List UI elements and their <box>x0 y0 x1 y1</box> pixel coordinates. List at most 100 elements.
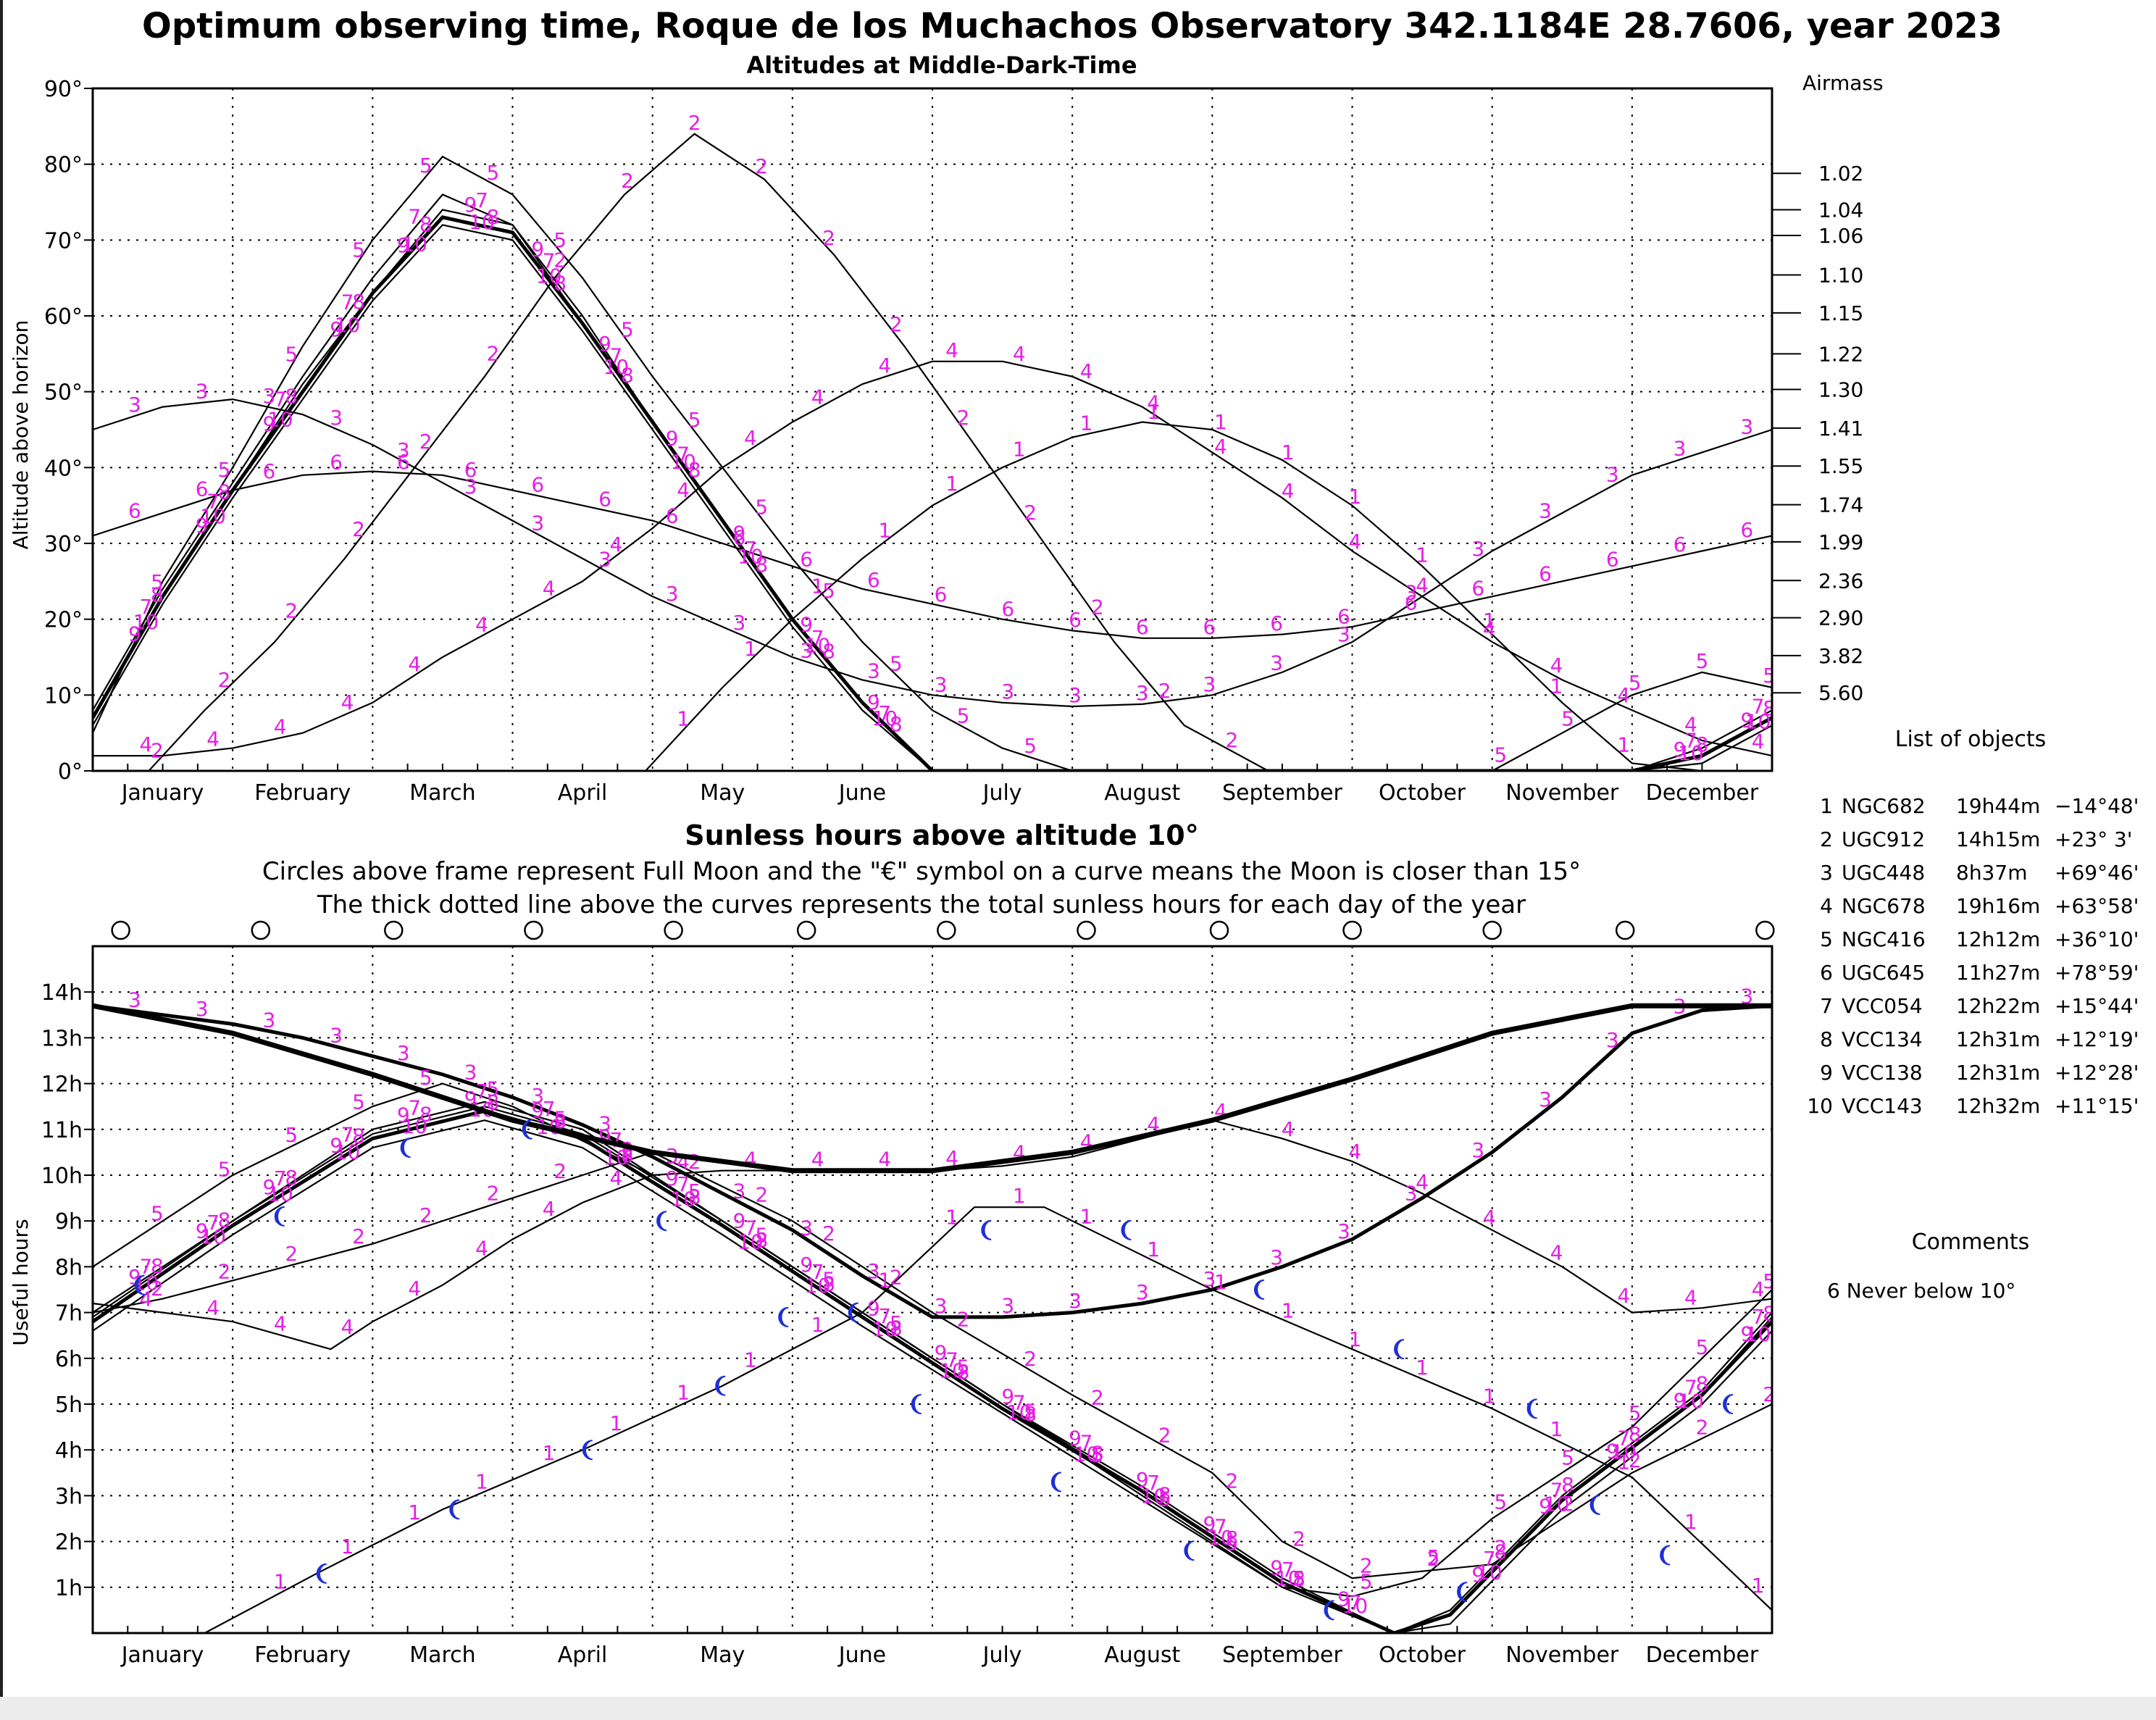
series-4-label: 4 <box>1348 1140 1361 1164</box>
series-4-label: 4 <box>1752 1277 1765 1301</box>
useful-hours-chart-series-labels: 1111111111111111111111122222222222222222… <box>128 984 1772 1618</box>
total-sunless-hours-line <box>93 1003 1772 1174</box>
series-10-label: 10 <box>1678 741 1704 765</box>
series-9-label: 9 <box>330 317 343 341</box>
series-2-label: 2 <box>890 312 903 336</box>
series-2-label: 2 <box>890 1266 903 1290</box>
y-tick-label: 8h <box>55 1255 83 1280</box>
series-7-label: 7 <box>945 1348 958 1372</box>
series-5-label: 5 <box>1225 1531 1238 1555</box>
month-tick-label: August <box>1104 1642 1180 1668</box>
y-tick-label: 11h <box>41 1118 83 1143</box>
series-2-label: 2 <box>151 738 164 762</box>
series-2-label: 2 <box>1292 1527 1305 1551</box>
series-8-label: 8 <box>1696 1372 1709 1395</box>
series-5-label: 5 <box>553 228 567 252</box>
object-name: VCC054 <box>1842 994 1923 1018</box>
series-7-label: 7 <box>274 388 287 412</box>
series-5-label: 5 <box>419 154 433 178</box>
series-2-label: 2 <box>957 1308 970 1332</box>
series-4-label: 4 <box>1684 1285 1697 1309</box>
series-7-label: 7 <box>878 1304 891 1328</box>
object-name: VCC143 <box>1842 1094 1923 1118</box>
y-tick-label: 6h <box>55 1347 83 1372</box>
series-8-label: 8 <box>487 1090 500 1114</box>
series-5-label: 5 <box>822 579 835 603</box>
figure-title: Optimum observing time, Roque de los Muc… <box>142 6 2002 46</box>
series-1-label: 1 <box>1214 1270 1227 1294</box>
month-tick-label: January <box>120 780 204 806</box>
series-5-label: 5 <box>755 496 768 519</box>
series-5-label: 5 <box>553 1106 567 1130</box>
series-4-label: 4 <box>1752 730 1765 753</box>
full-moon-circle-icon <box>1077 920 1096 940</box>
airmass-tick-label: 1.74 <box>1818 493 1863 517</box>
series-4-label: 4 <box>610 1166 623 1190</box>
series-7-label: 7 <box>1147 1471 1160 1495</box>
object-name: UGC645 <box>1842 961 1925 985</box>
month-tick-label: July <box>982 1642 1022 1668</box>
object-dec: +36°10' <box>2055 927 2139 951</box>
object-ra: 8h37m <box>1956 861 2027 885</box>
month-tick-label: February <box>254 1642 351 1668</box>
series-7-label: 7 <box>878 701 891 725</box>
series-10-label: 10 <box>805 634 831 658</box>
series-4-label: 4 <box>878 354 891 377</box>
series-1-label: 1 <box>1147 1237 1160 1261</box>
series-3-label: 3 <box>1001 1293 1014 1317</box>
month-tick-label: November <box>1505 1642 1619 1668</box>
series-6-line <box>93 470 1772 639</box>
series-8-label: 8 <box>822 640 835 664</box>
airmass-axis-label: Airmass <box>1802 71 1884 95</box>
series-9-line <box>93 1106 1772 1633</box>
series-4-label: 4 <box>1147 391 1160 415</box>
series-4-line <box>93 360 1772 757</box>
series-9-label: 9 <box>598 332 611 356</box>
series-6-label: 6 <box>1674 533 1687 556</box>
series-3-label: 3 <box>397 1041 410 1065</box>
series-3-label: 3 <box>935 673 948 697</box>
useful-hours-chart: January February March April May June July Augu… <box>41 920 1775 1668</box>
series-4-label: 4 <box>139 1287 152 1311</box>
y-tick-label: 13h <box>41 1026 83 1051</box>
month-tick-label: April <box>558 780 608 806</box>
series-8-label: 8 <box>1158 1482 1171 1506</box>
series-3-label: 3 <box>800 638 813 662</box>
series-10-label: 10 <box>267 408 293 432</box>
month-tick-label: December <box>1646 780 1759 806</box>
series-1-label: 1 <box>811 575 824 598</box>
series-7-label: 7 <box>811 626 824 650</box>
series-8-label: 8 <box>1696 732 1709 756</box>
series-7-label: 7 <box>1617 1426 1630 1450</box>
object-dec: −14°48' <box>2055 794 2139 818</box>
series-4-label: 4 <box>341 690 354 714</box>
series-2-line <box>148 133 1269 771</box>
series-7-label: 7 <box>1684 729 1697 753</box>
series-3-label: 3 <box>1471 1138 1484 1162</box>
series-10-label: 10 <box>1476 1561 1503 1585</box>
series-5-label: 5 <box>822 1267 835 1291</box>
series-6-label: 6 <box>598 487 611 511</box>
series-7-label: 7 <box>1080 1430 1093 1454</box>
series-2-label: 2 <box>1427 1547 1440 1571</box>
series-7-label: 7 <box>408 205 421 229</box>
series-4-label: 4 <box>878 1148 891 1172</box>
series-10-label: 10 <box>738 544 764 568</box>
month-tick-label: October <box>1379 780 1466 806</box>
series-10-label: 10 <box>1544 1492 1570 1516</box>
series-1-label: 1 <box>1483 1385 1496 1408</box>
series-3-label: 3 <box>1136 1280 1149 1304</box>
series-3-label: 3 <box>1203 672 1216 696</box>
month-tick-label: December <box>1646 1642 1759 1668</box>
series-5-label: 5 <box>1561 706 1574 730</box>
series-1-label: 1 <box>610 1411 623 1435</box>
series-10-label: 10 <box>335 1140 361 1164</box>
series-2-label: 2 <box>419 1203 433 1227</box>
full-moon-circle-icon <box>1482 920 1502 940</box>
series-3-line <box>93 398 1772 708</box>
y-tick-label: 1h <box>55 1576 83 1601</box>
object-name: NGC682 <box>1842 794 1926 818</box>
series-8-label: 8 <box>352 1124 365 1148</box>
series-4-label: 4 <box>475 613 488 637</box>
series-10-label: 10 <box>1342 1594 1369 1618</box>
